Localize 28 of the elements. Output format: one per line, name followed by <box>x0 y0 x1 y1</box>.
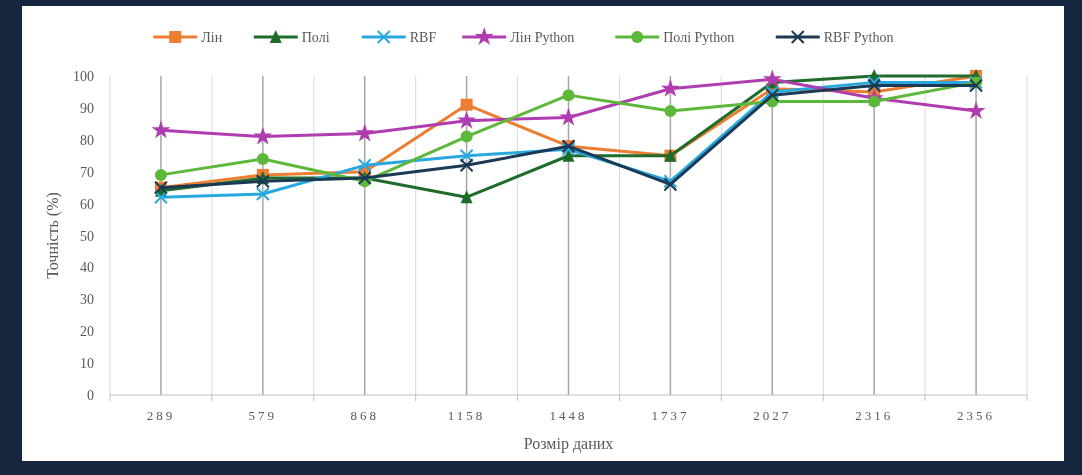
y-tick-label: 100 <box>73 69 94 84</box>
y-tick-label: 80 <box>80 132 94 148</box>
y-tick-label: 60 <box>80 196 94 212</box>
x-axis-title: Розмір даних <box>523 435 614 453</box>
x-tick-label: 2027 <box>753 408 792 423</box>
y-tick-label: 70 <box>80 164 94 180</box>
x-tick-label: 868 <box>350 408 379 423</box>
x-tick-label: 289 <box>146 408 176 423</box>
legend-label: Лін <box>201 30 223 45</box>
legend-label: Лін Python <box>510 30 575 45</box>
x-tick-label: 1158 <box>447 408 486 423</box>
legend-label: RBF <box>409 30 437 45</box>
y-tick-label: 0 <box>87 388 94 403</box>
y-tick-label: 20 <box>80 324 94 340</box>
y-axis-title: Точність (%) <box>44 192 62 279</box>
y-tick-label: 90 <box>80 100 94 116</box>
legend-label: RBF Python <box>823 30 894 45</box>
y-tick-label: 10 <box>80 356 94 372</box>
x-tick-label: 2356 <box>957 408 996 423</box>
x-tick-label: 1448 <box>549 408 588 423</box>
x-tick-label: 1737 <box>651 408 690 423</box>
y-tick-label: 50 <box>80 228 94 244</box>
legend-label: Полі Python <box>663 30 735 45</box>
x-tick-label: 579 <box>248 408 278 423</box>
y-tick-label: 40 <box>80 260 94 276</box>
legend-label: Полі <box>301 30 330 45</box>
x-tick-label: 2316 <box>855 408 894 423</box>
y-tick-label: 30 <box>80 292 94 308</box>
